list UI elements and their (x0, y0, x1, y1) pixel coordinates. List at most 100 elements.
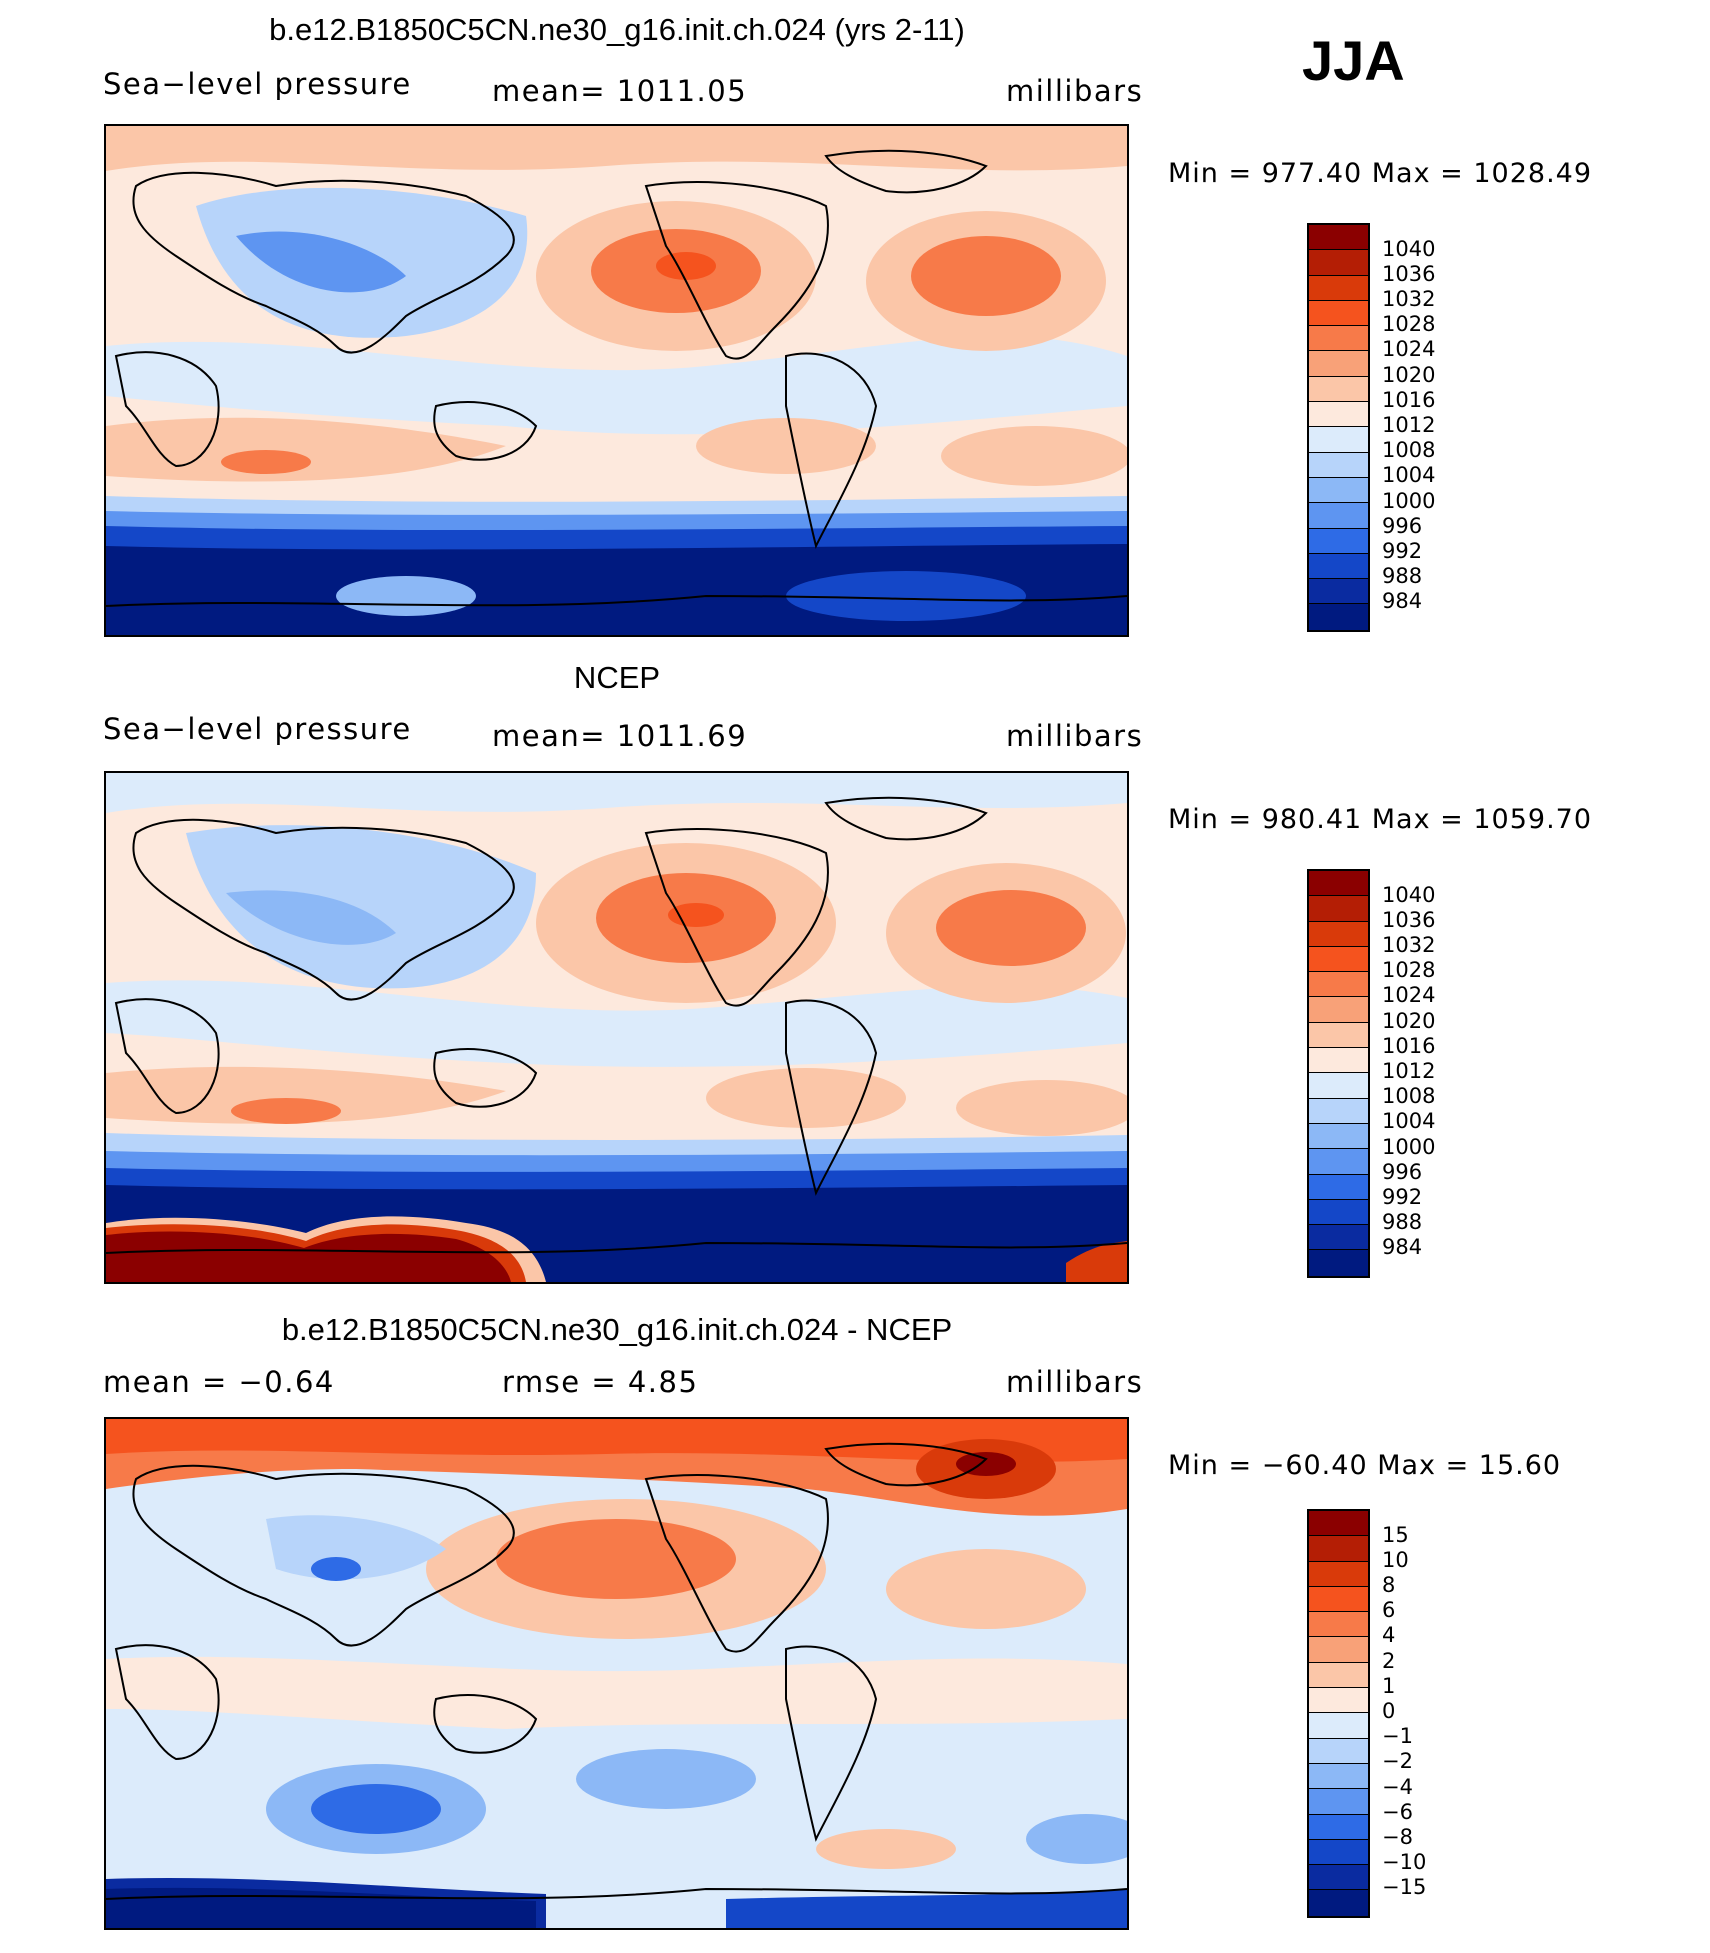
minmax-model: Min = 977.40 Max = 1028.49 (1168, 158, 1593, 189)
colorbar-swatch (1309, 351, 1368, 377)
colorbar-tick-label: 996 (1382, 1160, 1423, 1184)
panel-mean-ncep: mean= 1011.69 (492, 719, 748, 753)
colorbar-tick-label: 4 (1382, 1623, 1396, 1647)
colorbar-tick-label: 1040 (1382, 237, 1436, 261)
colorbar-swatch (1309, 250, 1368, 276)
colorbar-swatch (1309, 225, 1368, 251)
colorbar-swatch (1309, 1713, 1368, 1739)
colorbar-tick-label: 984 (1382, 589, 1423, 613)
colorbar-swatch (1309, 997, 1368, 1023)
panel-title-ncep: NCEP (573, 660, 661, 695)
colorbar-tick-label: 1032 (1382, 287, 1436, 311)
colorbar-swatch (1309, 553, 1368, 580)
colorbar-swatch (1309, 300, 1368, 327)
colorbar-tick-label: 988 (1382, 1210, 1423, 1234)
colorbar-swatch (1309, 1839, 1368, 1866)
colorbar-swatch (1309, 1048, 1368, 1074)
colorbar-tick-label: 1008 (1382, 438, 1436, 462)
colorbar-tick-label: 992 (1382, 539, 1423, 563)
colorbar-swatch (1309, 1637, 1368, 1663)
colorbar-tick-label: −2 (1382, 1749, 1413, 1773)
colorbar-tick-label: 984 (1382, 1235, 1423, 1259)
colorbar-swatch (1309, 896, 1368, 922)
colorbar-tick-label: 15 (1382, 1523, 1409, 1547)
colorbar-swatch (1309, 376, 1368, 403)
colorbar-swatch (1309, 1789, 1368, 1815)
panel-title-model: b.e12.B1850C5CN.ne30_g16.init.ch.024 (yr… (269, 12, 965, 47)
colorbar-tick-label: 996 (1382, 514, 1423, 538)
colorbar-swatch (1309, 1073, 1368, 1099)
colorbar-tick-label: 1004 (1382, 463, 1436, 487)
colorbar-swatch (1309, 275, 1368, 301)
colorbar-tick-label: 1020 (1382, 1009, 1436, 1033)
colorbar-tick-label: 1012 (1382, 413, 1436, 437)
contour-field-model (106, 126, 1127, 635)
contour-field-diff (106, 1419, 1127, 1928)
colorbar-swatch (1309, 1174, 1368, 1200)
colorbar-swatch (1309, 1250, 1368, 1276)
colorbar-tick-label: 1016 (1382, 1034, 1436, 1058)
colorbar-swatch (1309, 402, 1368, 428)
colorbar-swatch (1309, 1098, 1368, 1124)
colorbar-swatch (1309, 528, 1368, 554)
panel-rmse-diff: rmse = 4.85 (502, 1365, 699, 1399)
colorbar-tick-label: 1036 (1382, 908, 1436, 932)
colorbar-tick-label: 1012 (1382, 1059, 1436, 1083)
colorbar-tick-label: 0 (1382, 1699, 1396, 1723)
colorbar-tick-label: 1020 (1382, 363, 1436, 387)
colorbar-tick-label: 1000 (1382, 489, 1436, 513)
map-ncep (104, 771, 1129, 1284)
colorbar-diff (1307, 1509, 1370, 1918)
colorbar-tick-label: 992 (1382, 1185, 1423, 1209)
season-label: JJA (1302, 29, 1405, 92)
colorbar-swatch (1309, 1022, 1368, 1049)
colorbar-tick-label: −6 (1382, 1800, 1413, 1824)
colorbar-swatch (1309, 921, 1368, 947)
colorbar-swatch (1309, 326, 1368, 352)
colorbar-swatch (1309, 1149, 1368, 1175)
panel-units-diff: millibars (1006, 1365, 1144, 1399)
colorbar-tick-label: 1004 (1382, 1109, 1436, 1133)
colorbar-tick-label: 1032 (1382, 933, 1436, 957)
colorbar-tick-label: 1024 (1382, 337, 1436, 361)
panel-mean-model: mean= 1011.05 (492, 74, 748, 108)
colorbar-swatch (1309, 579, 1368, 605)
colorbar-swatch (1309, 972, 1368, 998)
colorbar-ncep (1307, 869, 1370, 1278)
colorbar-swatch (1309, 1814, 1368, 1840)
colorbar-swatch (1309, 1865, 1368, 1891)
colorbar-tick-label: −10 (1382, 1850, 1427, 1874)
colorbar-tick-label: 1028 (1382, 312, 1436, 336)
map-model (104, 124, 1129, 637)
panel-units-model: millibars (1006, 74, 1144, 108)
colorbar-swatch (1309, 604, 1368, 630)
colorbar-swatch (1309, 1890, 1368, 1916)
colorbar-tick-label: −15 (1382, 1875, 1427, 1899)
colorbar-swatch (1309, 452, 1368, 478)
colorbar-swatch (1309, 503, 1368, 529)
panel-units-ncep: millibars (1006, 719, 1144, 753)
colorbar-tick-label: 1028 (1382, 958, 1436, 982)
colorbar-tick-label: 6 (1382, 1598, 1396, 1622)
colorbar-swatch (1309, 946, 1368, 973)
colorbar-model (1307, 223, 1370, 632)
colorbar-swatch (1309, 427, 1368, 453)
colorbar-tick-label: 1000 (1382, 1135, 1436, 1159)
colorbar-swatch (1309, 1612, 1368, 1638)
panel-mean-diff: mean = −0.64 (103, 1365, 335, 1399)
colorbar-swatch (1309, 1738, 1368, 1764)
colorbar-tick-label: −4 (1382, 1775, 1413, 1799)
panel-variable-model: Sea−level pressure (103, 67, 412, 101)
colorbar-tick-label: −8 (1382, 1825, 1413, 1849)
colorbar-swatch (1309, 871, 1368, 897)
colorbar-tick-label: 1008 (1382, 1084, 1436, 1108)
colorbar-swatch (1309, 1123, 1368, 1150)
panel-variable-ncep: Sea−level pressure (103, 712, 412, 746)
colorbar-swatch (1309, 1511, 1368, 1537)
colorbar-tick-label: 2 (1382, 1649, 1396, 1673)
colorbar-swatch (1309, 1199, 1368, 1226)
colorbar-swatch (1309, 1561, 1368, 1587)
map-diff (104, 1417, 1129, 1930)
colorbar-tick-label: −1 (1382, 1724, 1413, 1748)
contour-field-ncep (106, 773, 1127, 1282)
